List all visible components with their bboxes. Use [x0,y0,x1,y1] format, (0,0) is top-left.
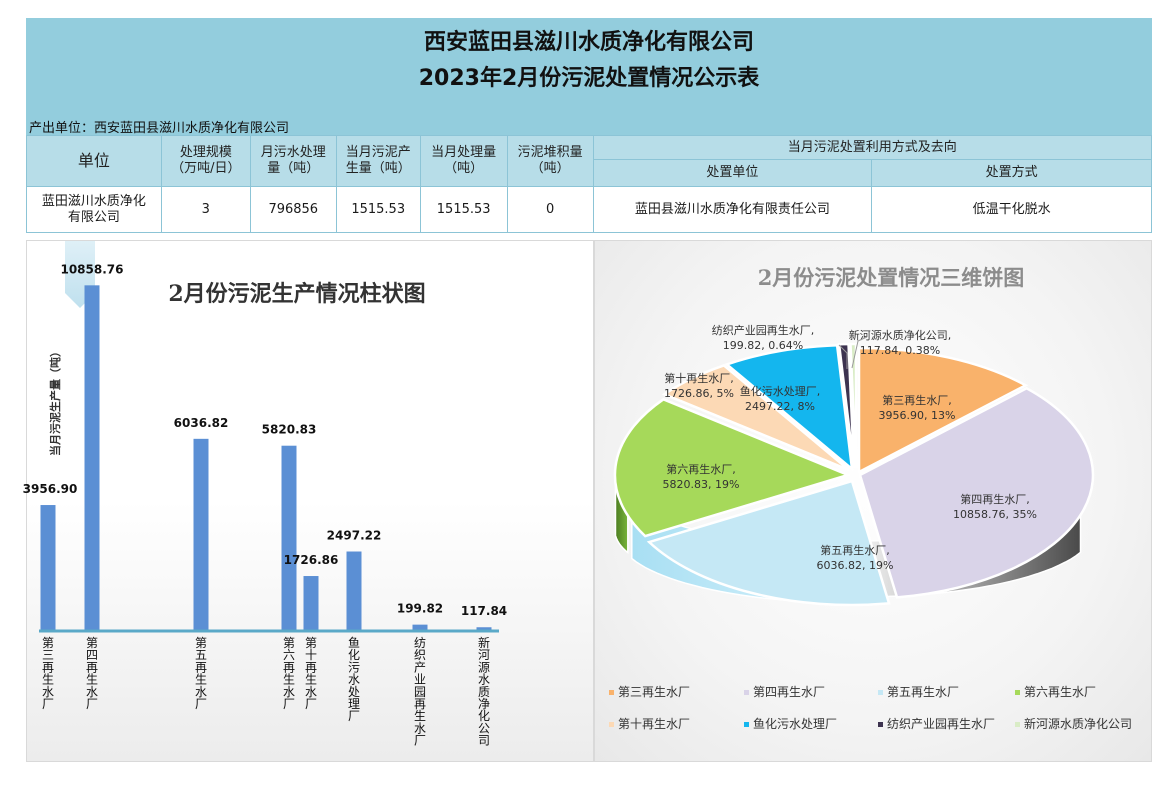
pie-data-label: 纺织产业园再生水厂, 199.82, 0.64% [712,323,815,352]
legend-swatch [1015,722,1020,727]
cell-scale: 3 [160,186,251,233]
header-sewage: 月污水处理 量（吨） [249,135,337,187]
legend-swatch [609,722,614,727]
pie-data-label: 新河源水质净化公司, 117.84, 0.38% [849,328,952,357]
bar-value-label: 117.84 [461,604,507,618]
bar [303,576,319,631]
cell-disposal-method: 低温干化脱水 [871,186,1152,233]
producer-label: 产出单位：西安蓝田县滋川水质净化有限公司 [29,121,290,136]
pie-slice [858,386,1095,599]
cell-disposal-unit: 蓝田县滋川水质净化有限责任公司 [592,186,873,233]
bar-value-label: 2497.22 [327,529,382,543]
cell-unit: 蓝田滋川水质净化 有限公司 [26,186,162,233]
header-disposal-method: 处置方式 [871,159,1152,187]
bar-category-label: 第三再生水厂 [42,636,54,711]
bar-category-label: 第十再生水厂 [305,636,317,711]
bar-value-label: 199.82 [397,602,443,616]
pie-slice [724,344,854,472]
bar-chart: 2月份污泥生产情况柱状图 当月污泥生产量（吨） 3956.90 第三再生水厂 108… [23,241,507,748]
bar-value-label: 5820.83 [262,423,317,437]
pie-leader-line [838,344,848,369]
bar-category-label: 鱼化污水处理厂 [348,636,360,723]
legend-label: 鱼化污水处理厂 [753,717,837,731]
pie-data-label: 第十再生水厂, 1726.86, 5% [664,371,734,400]
legend-label: 新河源水质净化公司 [1024,716,1132,731]
legend-swatch [1015,690,1020,695]
pie-chart: 2月份污泥处置情况三维饼图 第三再生水厂, 3956.90, 13% 第四再生水厂,… [609,265,1132,731]
header-sludge: 当月污泥产 生量（吨） [335,135,421,187]
cell-stock: 0 [506,186,594,233]
pie-slice [857,346,1029,475]
bar-chart-panel: 2月份污泥生产情况柱状图 当月污泥生产量（吨） 3956.90 第三再生水厂 108… [23,240,594,762]
legend-label: 第六再生水厂 [1024,685,1096,699]
legend-label: 第五再生水厂 [887,685,959,699]
legend-swatch [744,690,749,695]
pie-slice [837,342,856,469]
bar [193,438,209,631]
header-disposal-unit: 处置单位 [592,159,873,187]
header-processed: 当月处理量 （吨） [419,135,508,187]
bar-chart-title: 2月份污泥生产情况柱状图 [168,281,425,307]
cell-processed: 1515.53 [419,186,508,233]
legend-swatch [878,722,883,727]
legend-label: 第四再生水厂 [753,685,825,699]
page-title: 西安蓝田县滋川水质净化有限公司 [423,30,754,55]
bar [40,505,56,631]
title-band: 西安蓝田县滋川水质净化有限公司 2023年2月份污泥处置情况公示表 产出单位：西… [26,18,1152,136]
bar [84,285,100,631]
pie-chart-title: 2月份污泥处置情况三维饼图 [758,265,1025,290]
bar [281,445,297,631]
page-subtitle: 2023年2月份污泥处置情况公示表 [418,66,760,91]
header-disposal-group: 当月污泥处置利用方式及去向 [592,135,1153,160]
legend-swatch [609,690,614,695]
header-unit: 单位 [26,135,162,187]
pie-chart-panel: 2月份污泥处置情况三维饼图 第三再生水厂, 3956.90, 13% 第四再生水厂,… [594,240,1152,762]
bar [412,624,428,631]
bar-category-label: 纺织产业园再生水厂 [414,636,426,748]
legend-label: 第十再生水厂 [618,717,690,731]
legend-label: 第三再生水厂 [618,685,690,699]
pie-data-label: 第三再生水厂, 3956.90, 13% [879,393,956,422]
pie-slice [646,479,891,607]
legend-swatch [878,690,883,695]
bar-value-label: 3956.90 [23,482,78,496]
header-stock: 污泥堆积量 （吨） [506,135,594,187]
pie-slice [613,397,852,538]
cell-sludge: 1515.53 [335,186,421,233]
bar-category-label: 第四再生水厂 [86,636,98,711]
header-scale: 处理规模 （万吨/日） [160,135,251,187]
pie-data-label: 鱼化污水处理厂, 2497.22, 8% [740,384,821,413]
legend-label: 纺织产业园再生水厂 [887,717,995,731]
bar-category-label: 新河源水质净化公司 [478,635,490,748]
pie-data-label: 第四再生水厂, 10858.76, 35% [953,492,1037,521]
summary-table: 单位 处理规模 （万吨/日） 月污水处理 量（吨） 当月污泥产 生量（吨） 当月处理量… [26,135,1153,233]
bar-value-label: 6036.82 [174,416,229,430]
cell-sewage: 796856 [249,186,337,233]
pie-data-label: 第六再生水厂, 5820.83, 19% [663,462,740,491]
pie-slice [849,342,858,469]
pie-leader-line [851,336,868,369]
bar-value-label: 1726.86 [284,553,339,567]
bar-value-label: 10858.76 [60,262,123,276]
bar-category-label: 第五再生水厂 [195,636,207,711]
bar-category-label: 第六再生水厂 [283,636,295,711]
pie-slice [661,363,850,472]
bar [346,551,362,631]
legend-swatch [744,722,749,727]
pie-data-label: 第五再生水厂, 6036.82, 19% [817,543,894,572]
bar [476,627,492,631]
bar-chart-ylabel: 当月污泥生产量（吨） [48,346,62,456]
